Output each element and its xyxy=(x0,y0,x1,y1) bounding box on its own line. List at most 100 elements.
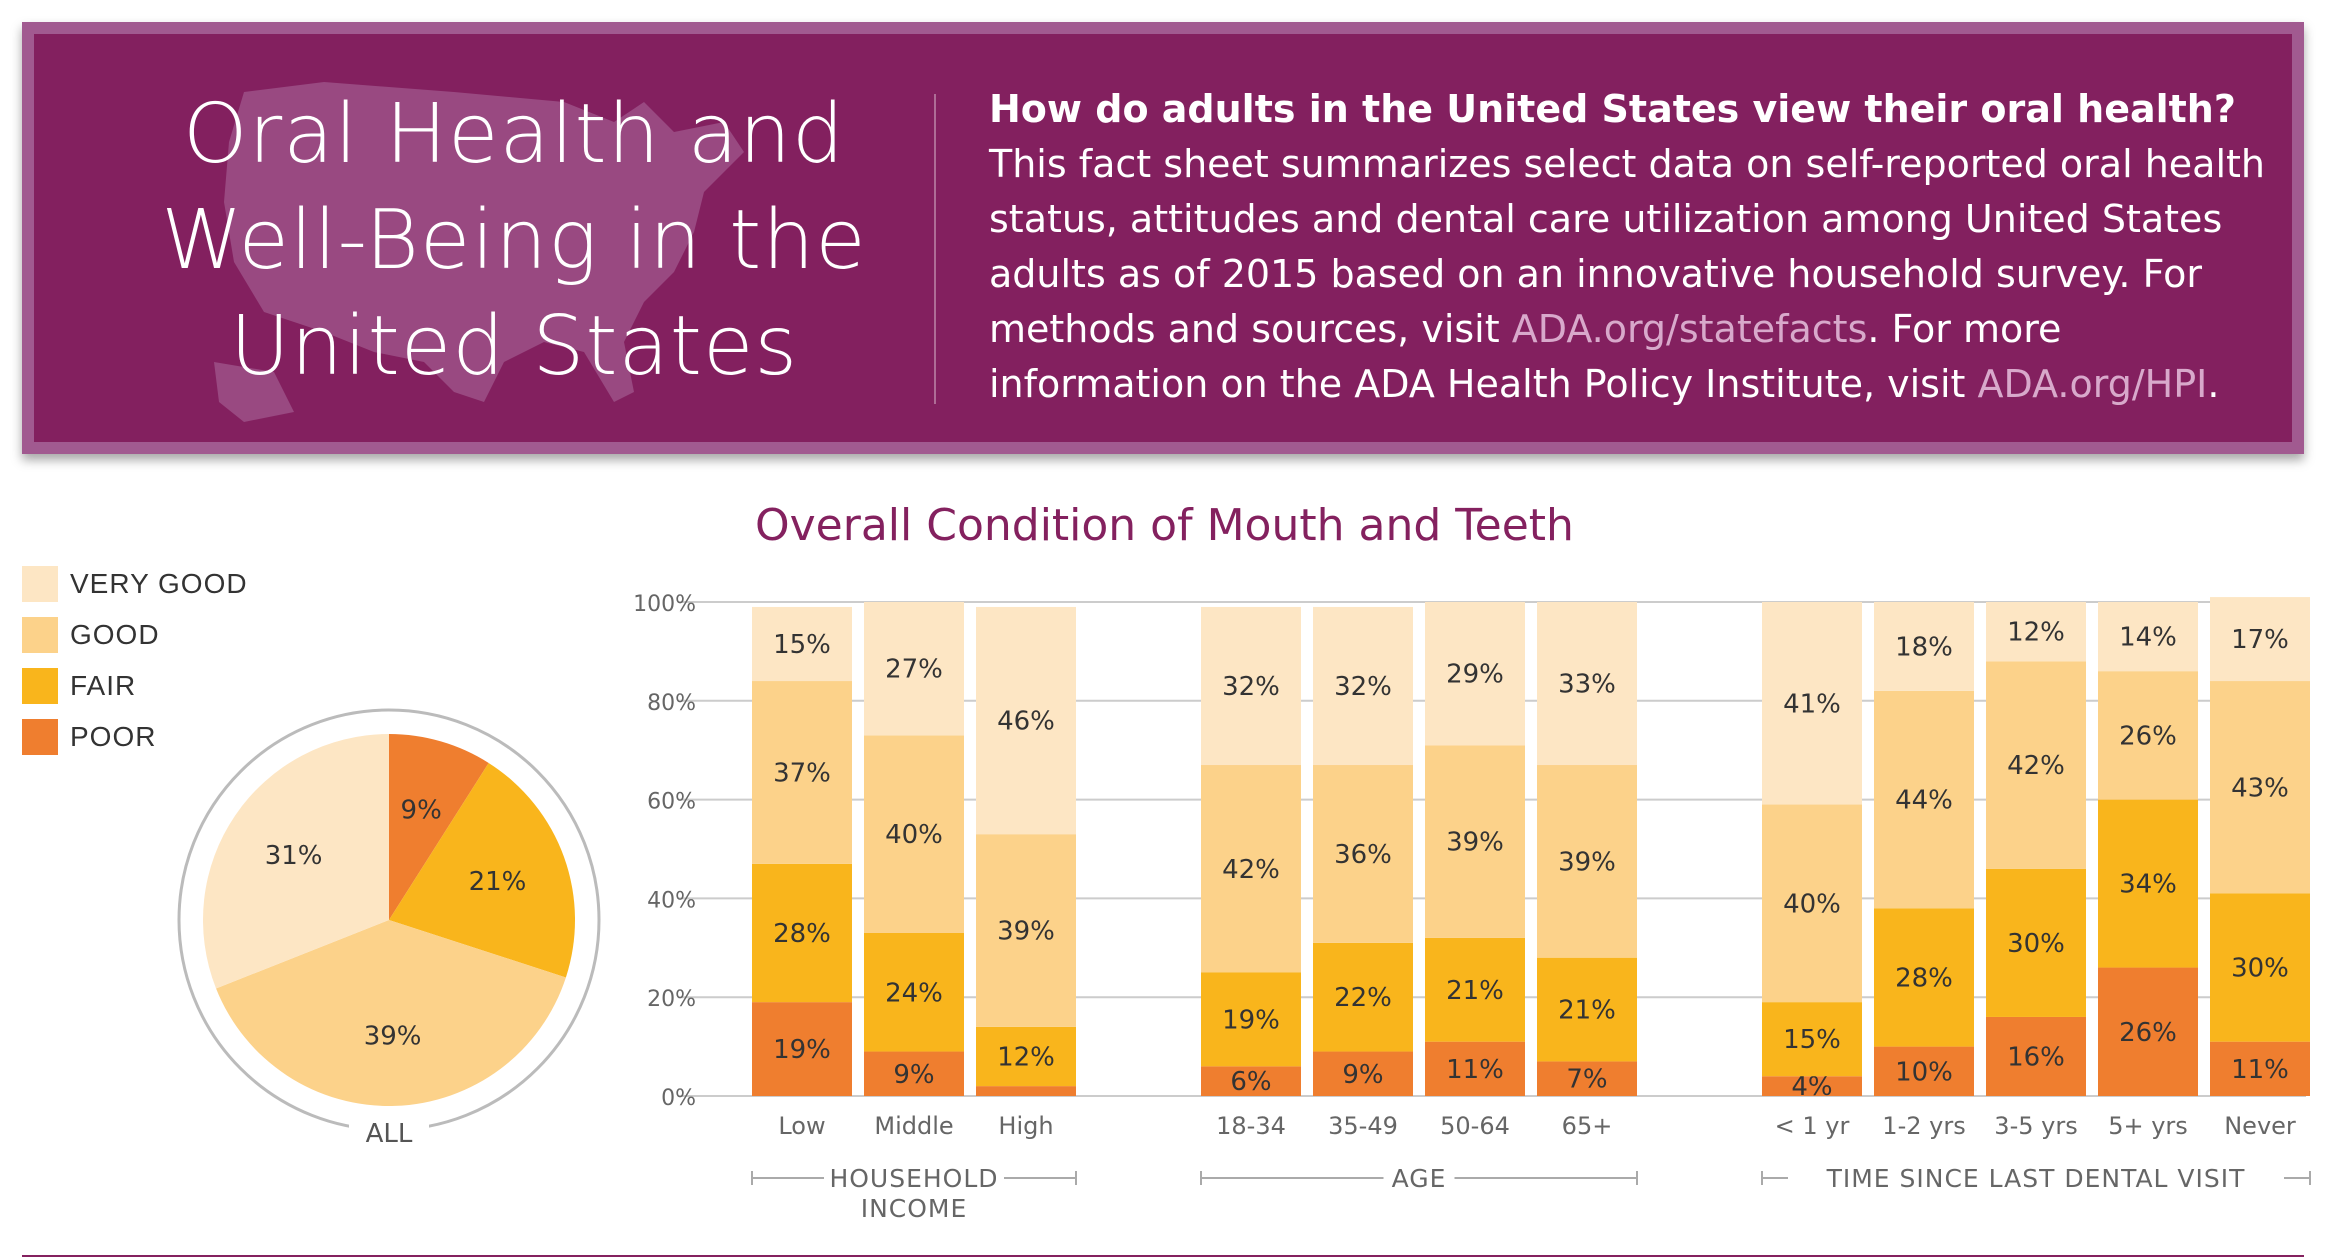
legend-swatch-poor xyxy=(22,719,58,755)
banner-divider xyxy=(934,94,936,404)
bar-segment-65-good xyxy=(1537,765,1637,958)
pie-slice-very-good xyxy=(202,734,389,989)
y-tick-label: 100% xyxy=(633,592,696,617)
bar-label-35-49-very-good: 32% xyxy=(1334,672,1392,702)
bar-label-middle-very-good: 27% xyxy=(885,655,943,685)
legend-item-good: GOOD xyxy=(22,617,282,653)
bar-segment-3-5-yrs-very-good xyxy=(1986,602,2086,662)
bar-label-5-yrs-good: 26% xyxy=(2119,721,2177,751)
pie-slice-good xyxy=(216,920,566,1106)
title-line-3: United States xyxy=(229,299,799,394)
bar-label-1-2-yrs-poor: 10% xyxy=(1895,1057,1953,1087)
bar-label-1-yr-very-good: 41% xyxy=(1783,689,1841,719)
bar-segment-middle-good xyxy=(864,735,964,933)
bar-segment-1-yr-very-good xyxy=(1762,602,1862,805)
bar-segment-high-fair xyxy=(976,1026,1076,1087)
bar-segment-35-49-good xyxy=(1313,765,1413,943)
legend-swatch-very-good xyxy=(22,566,58,602)
bar-label-middle-good: 40% xyxy=(885,820,943,850)
x-tick-label-3-5-yrs: 3-5 yrs xyxy=(1994,1112,2077,1140)
bar-segment-middle-fair xyxy=(864,932,964,1052)
bar-segment-high-poor xyxy=(976,1086,1076,1096)
x-tick-label-65: 65+ xyxy=(1562,1112,1613,1140)
bar-segment-low-very-good xyxy=(752,606,852,682)
bar-label-1-yr-poor: 4% xyxy=(1791,1072,1832,1102)
page-title: Oral Health and Well-Being in the United… xyxy=(144,82,884,400)
pie-label-very-good: 31% xyxy=(265,841,323,871)
legend-label-good: GOOD xyxy=(70,619,160,650)
intro-text-2: . For more information on the ADA Health… xyxy=(989,307,2062,406)
bar-segment-5-yrs-poor xyxy=(2098,967,2198,1096)
bar-segment-18-34-very-good xyxy=(1201,606,1301,766)
bar-segment-1-2-yrs-good xyxy=(1874,690,1974,909)
pie-slice-fair xyxy=(389,762,575,978)
group-label-backdrop xyxy=(824,1160,1004,1196)
bar-label-65-fair: 21% xyxy=(1558,996,1616,1026)
chart-title: Overall Condition of Mouth and Teeth xyxy=(755,500,1574,551)
bar-label-65-good: 39% xyxy=(1558,847,1616,877)
legend-item-poor: POOR xyxy=(22,719,282,755)
bar-label-50-64-fair: 21% xyxy=(1446,976,1504,1006)
x-tick-label-never: Never xyxy=(2224,1112,2296,1140)
x-tick-label-18-34: 18-34 xyxy=(1216,1112,1286,1140)
header-banner: Oral Health and Well-Being in the United… xyxy=(22,22,2304,454)
bar-segment-never-fair xyxy=(2210,893,2310,1042)
footer-rule xyxy=(22,1255,2304,1257)
bar-label-1-yr-fair: 15% xyxy=(1783,1025,1841,1055)
bar-label-3-5-yrs-poor: 16% xyxy=(2007,1042,2065,1072)
bar-segment-5-yrs-good xyxy=(2098,671,2198,800)
intro-paragraph: How do adults in the United States view … xyxy=(989,82,2279,412)
bar-label-18-34-good: 42% xyxy=(1222,855,1280,885)
y-tick-label: 20% xyxy=(647,987,696,1012)
bar-label-low-good: 37% xyxy=(773,758,831,788)
x-tick-label-50-64: 50-64 xyxy=(1440,1112,1510,1140)
bar-label-18-34-very-good: 32% xyxy=(1222,672,1280,702)
bar-segment-18-34-poor xyxy=(1201,1066,1301,1096)
pie-label-poor: 9% xyxy=(401,795,442,825)
bar-label-5-yrs-very-good: 14% xyxy=(2119,623,2177,653)
bar-segment-1-2-yrs-very-good xyxy=(1874,602,1974,691)
bar-label-never-fair: 30% xyxy=(2231,954,2289,984)
legend-label-very-good: VERY GOOD xyxy=(70,568,248,599)
bar-label-never-good: 43% xyxy=(2231,773,2289,803)
bar-label-1-yr-good: 40% xyxy=(1783,889,1841,919)
pie-caption: ALL xyxy=(366,1119,413,1149)
legend-swatch-good xyxy=(22,617,58,653)
bar-segment-35-49-very-good xyxy=(1313,606,1413,766)
bar-segment-3-5-yrs-good xyxy=(1986,661,2086,869)
bar-label-low-poor: 19% xyxy=(773,1035,831,1065)
y-tick-label: 60% xyxy=(647,790,696,815)
y-tick-label: 40% xyxy=(647,888,696,913)
bar-segment-1-2-yrs-poor xyxy=(1874,1046,1974,1096)
bar-label-high-fair: 12% xyxy=(997,1042,1055,1072)
bar-label-50-64-good: 39% xyxy=(1446,828,1504,858)
pie-label-good: 39% xyxy=(364,1021,422,1051)
bar-segment-low-fair xyxy=(752,863,852,1003)
bar-segment-65-fair xyxy=(1537,957,1637,1062)
bar-label-1-2-yrs-very-good: 18% xyxy=(1895,632,1953,662)
group-label-backdrop xyxy=(1788,1160,2284,1196)
bar-segment-1-yr-good xyxy=(1762,804,1862,1003)
bar-label-high-very-good: 46% xyxy=(997,707,1055,737)
hpi-link[interactable]: ADA.org/HPI xyxy=(1977,362,2208,406)
bar-label-never-very-good: 17% xyxy=(2231,625,2289,655)
bar-segment-50-64-poor xyxy=(1425,1041,1525,1096)
bar-segment-high-good xyxy=(976,834,1076,1027)
bar-segment-18-34-fair xyxy=(1201,972,1301,1067)
bar-label-3-5-yrs-very-good: 12% xyxy=(2007,618,2065,648)
bar-segment-3-5-yrs-fair xyxy=(1986,868,2086,1017)
group-label-time-since-last-dental-visit: TIME SINCE LAST DENTAL VISIT xyxy=(1826,1164,2246,1193)
intro-question: How do adults in the United States view … xyxy=(989,87,2236,131)
bar-label-3-5-yrs-fair: 30% xyxy=(2007,929,2065,959)
bar-label-35-49-good: 36% xyxy=(1334,840,1392,870)
group-label-age: AGE xyxy=(1392,1164,1447,1193)
x-tick-label-high: High xyxy=(998,1112,1053,1140)
bar-label-middle-fair: 24% xyxy=(885,978,943,1008)
bar-segment-never-very-good xyxy=(2210,597,2310,682)
bar-label-middle-poor: 9% xyxy=(893,1060,934,1090)
bar-segment-high-very-good xyxy=(976,606,1076,835)
bar-segment-18-34-good xyxy=(1201,765,1301,973)
bar-segment-low-good xyxy=(752,681,852,864)
statefacts-link[interactable]: ADA.org/statefacts xyxy=(1511,307,1868,351)
